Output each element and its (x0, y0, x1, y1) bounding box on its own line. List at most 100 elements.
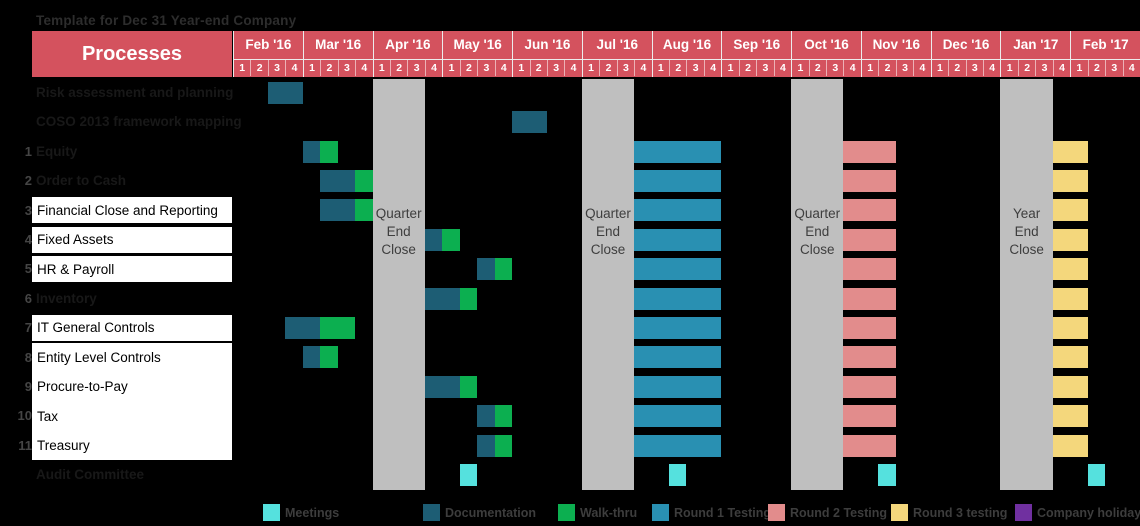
week-number-cell: 4 (424, 59, 442, 76)
gantt-bar-documentation (424, 375, 460, 398)
gantt-bar-round3 (1052, 258, 1088, 281)
month-column: Jun '16 1 2 3 4 (512, 31, 582, 77)
week-number-cell: 2 (669, 59, 686, 76)
gantt-bar-round2 (843, 169, 896, 192)
gantt-bar-round2 (843, 199, 896, 222)
week-number-cell: 3 (1035, 59, 1052, 76)
process-label: Audit Committee (36, 467, 144, 483)
process-label: Procure-to-Pay (37, 379, 128, 395)
gantt-bar-round3 (1052, 375, 1088, 398)
process-label-box: Entity Level Controls (32, 342, 232, 373)
gantt-bar-round3 (1052, 434, 1088, 457)
gantt-bar-walkthru (320, 316, 356, 339)
gantt-bar-round1 (634, 169, 722, 192)
gantt-bar-documentation (512, 111, 547, 134)
week-number-cell: 1 (588, 61, 594, 74)
process-label-box: Treasury (32, 430, 232, 461)
gantt-bar-documentation (477, 258, 495, 281)
gantt-bar-documentation (302, 346, 321, 369)
process-label: Tax (37, 408, 59, 424)
gantt-bar-round1 (634, 346, 722, 369)
week-number-cell: 1 (1076, 61, 1083, 74)
process-label: Entity Level Controls (37, 349, 161, 365)
gantt-bar-documentation (424, 287, 460, 310)
quarter-end-close-band: Quarter End Close (372, 79, 425, 490)
process-row-number: 9 (24, 379, 32, 394)
gantt-bar-documentation (477, 405, 495, 428)
week-number-cell: 3 (616, 59, 634, 76)
process-label: Financial Close and Reporting (37, 202, 218, 218)
process-row-number: 4 (24, 232, 32, 247)
gantt-bar-walkthru (355, 169, 373, 192)
gantt-bar-round2 (843, 258, 896, 281)
week-number-cell: 1 (448, 61, 455, 74)
gantt-bar-meetings (1087, 463, 1106, 486)
month-column: Aug '16 1 2 3 4 (651, 31, 722, 77)
process-label-box: HR & Payroll (32, 256, 232, 283)
gantt-bar-round3 (1052, 316, 1088, 339)
process-label-box: Fixed Assets (32, 226, 232, 253)
week-number-cell: 2 (738, 59, 756, 76)
gantt-bar-round1 (634, 140, 722, 163)
processes-header: Processes (32, 31, 232, 77)
timeline-header: Feb '16 1 2 3 4 Mar '16 1 2 3 4 Apr '16 1 2 3 4 May '16… (233, 31, 1140, 77)
month-column: Mar '16 1 2 3 4 (302, 31, 373, 77)
week-number-cell: 3 (895, 59, 913, 76)
gantt-bar-documentation (320, 169, 356, 192)
month-label: May '16 (443, 31, 513, 60)
month-column: May '16 1 2 3 4 (442, 31, 513, 77)
gantt-bar-round2 (843, 434, 896, 457)
month-label: Sep '16 (722, 31, 792, 60)
month-column: Dec '16 1 2 3 4 (930, 31, 1001, 77)
week-number-cell: 2 (250, 59, 267, 76)
gantt-bar-round1 (634, 199, 722, 222)
gantt-bar-round2 (843, 316, 896, 339)
process-row-number: 10 (17, 408, 32, 424)
week-number-cell: 4 (1122, 59, 1140, 76)
close-band-label: End (1014, 224, 1039, 239)
process-row-number: 8 (24, 349, 32, 365)
quarter-end-close-band: Quarter End Close (791, 79, 844, 490)
chart-title: Template for Dec 31 Year-end Company (36, 13, 297, 28)
process-label-box: Tax (32, 401, 232, 431)
process-label: Order to Cash (36, 173, 127, 189)
gantt-bar-round1 (634, 316, 722, 339)
process-label-box: IT General Controls (32, 314, 232, 341)
gantt-bar-round1 (634, 228, 722, 251)
gantt-bar-documentation (302, 140, 321, 163)
gantt-bar-round3 (1052, 346, 1088, 369)
week-number-cell: 3 (267, 59, 285, 76)
close-band-label: Year (1012, 206, 1041, 221)
year-end-close-band: Year End Close (1000, 79, 1053, 490)
gantt-bar-round1 (634, 405, 722, 428)
week-number-cell: 3 (965, 59, 983, 76)
month-label: Jan '17 (1001, 31, 1071, 60)
close-band-label: End (386, 224, 411, 239)
process-row-number: 7 (24, 320, 32, 336)
week-number-cell: 4 (913, 59, 930, 76)
close-band-label: End (595, 224, 621, 239)
gantt-bar-round3 (1052, 199, 1088, 222)
gantt-bar-round2 (843, 140, 896, 163)
gantt-bar-documentation (320, 199, 356, 222)
close-band-label: Quarter (794, 206, 841, 221)
month-column: Sep '16 1 2 3 4 (721, 31, 792, 77)
process-row-number: 6 (24, 290, 32, 306)
week-number-cell: 3 (756, 59, 773, 76)
week-number-cell: 2 (878, 59, 895, 76)
week-number-cell: 3 (826, 59, 843, 76)
process-label: COSO 2013 framework mapping (36, 114, 242, 130)
process-row-number: 3 (24, 202, 32, 218)
week-number-cell: 3 (686, 59, 703, 76)
process-label: IT General Controls (37, 320, 155, 336)
gantt-bar-documentation (477, 434, 495, 457)
